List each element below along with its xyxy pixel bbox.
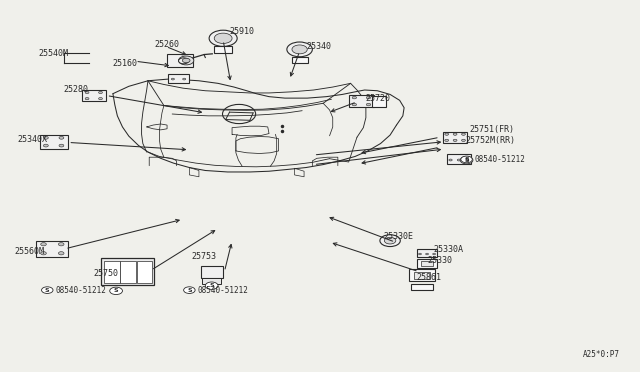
- Circle shape: [85, 97, 89, 100]
- Bar: [200, 266, 223, 278]
- Circle shape: [58, 243, 64, 246]
- Bar: [411, 284, 433, 291]
- Circle shape: [457, 159, 461, 161]
- Circle shape: [460, 157, 473, 164]
- Bar: [409, 269, 435, 281]
- Text: 25861: 25861: [417, 273, 442, 282]
- Circle shape: [205, 282, 218, 289]
- Bar: [168, 74, 189, 83]
- Text: 25750: 25750: [94, 269, 119, 278]
- Circle shape: [44, 144, 48, 147]
- Bar: [349, 95, 374, 108]
- Text: 25560M: 25560M: [14, 247, 44, 256]
- Circle shape: [172, 78, 175, 80]
- Circle shape: [366, 96, 371, 99]
- Text: 08540-51212: 08540-51212: [475, 155, 525, 164]
- Text: 25280: 25280: [64, 85, 89, 94]
- Circle shape: [453, 139, 457, 141]
- Bar: [417, 249, 437, 257]
- Circle shape: [209, 30, 237, 46]
- Bar: [36, 241, 68, 257]
- Text: 08540-51212: 08540-51212: [56, 286, 106, 295]
- Circle shape: [453, 133, 457, 135]
- Text: S: S: [209, 283, 214, 288]
- Text: 08540-51212: 08540-51212: [198, 286, 248, 295]
- Bar: [214, 46, 232, 53]
- Circle shape: [184, 287, 195, 294]
- Circle shape: [179, 58, 189, 64]
- Text: 25752M(RR): 25752M(RR): [465, 137, 515, 145]
- Bar: [104, 260, 120, 283]
- Bar: [414, 272, 429, 279]
- Circle shape: [99, 97, 102, 100]
- Text: 25160: 25160: [113, 59, 138, 68]
- Circle shape: [99, 92, 102, 94]
- Text: S: S: [464, 157, 469, 162]
- Circle shape: [449, 159, 452, 161]
- Circle shape: [380, 235, 400, 247]
- Bar: [417, 259, 436, 268]
- Circle shape: [366, 103, 371, 106]
- Text: 25910: 25910: [230, 27, 255, 36]
- Circle shape: [445, 139, 449, 141]
- Circle shape: [352, 96, 356, 99]
- Bar: [443, 132, 467, 143]
- Circle shape: [426, 253, 428, 255]
- Text: A25*0:P7: A25*0:P7: [582, 350, 620, 359]
- Text: 25330E: 25330E: [384, 232, 413, 241]
- Circle shape: [58, 251, 64, 255]
- Text: 25260: 25260: [154, 41, 179, 49]
- Circle shape: [41, 243, 46, 246]
- Text: 25340: 25340: [306, 42, 331, 51]
- Circle shape: [287, 42, 312, 57]
- Text: 25340X: 25340X: [17, 135, 47, 144]
- Text: 25753: 25753: [191, 252, 216, 262]
- Circle shape: [179, 56, 194, 65]
- Circle shape: [59, 144, 64, 147]
- Text: 25540M: 25540M: [38, 49, 68, 58]
- Bar: [82, 90, 106, 101]
- Bar: [202, 278, 221, 284]
- Circle shape: [385, 237, 396, 244]
- Circle shape: [214, 33, 232, 44]
- Bar: [167, 54, 193, 67]
- Circle shape: [44, 137, 48, 139]
- Text: 25720: 25720: [366, 94, 391, 103]
- Text: S: S: [187, 288, 192, 293]
- Text: 25330: 25330: [427, 256, 452, 265]
- Text: S: S: [45, 288, 49, 293]
- Circle shape: [461, 133, 465, 135]
- Bar: [421, 261, 433, 266]
- Text: S: S: [114, 288, 118, 294]
- Circle shape: [292, 45, 307, 54]
- Bar: [137, 260, 152, 283]
- Circle shape: [461, 156, 472, 163]
- Text: 25330A: 25330A: [433, 245, 463, 254]
- Bar: [101, 259, 154, 285]
- Circle shape: [433, 253, 435, 255]
- Bar: [372, 96, 387, 107]
- Bar: [120, 260, 136, 283]
- Circle shape: [59, 137, 64, 139]
- Circle shape: [182, 58, 190, 62]
- Circle shape: [419, 253, 421, 255]
- Bar: [447, 154, 471, 164]
- Text: 25751(FR): 25751(FR): [470, 125, 515, 134]
- Circle shape: [85, 92, 89, 94]
- Circle shape: [445, 133, 449, 135]
- Circle shape: [109, 287, 122, 295]
- Bar: [292, 57, 308, 62]
- Circle shape: [42, 287, 53, 294]
- Circle shape: [466, 159, 469, 161]
- Circle shape: [461, 139, 465, 141]
- Circle shape: [182, 78, 186, 80]
- Text: S: S: [464, 158, 469, 163]
- Circle shape: [41, 251, 46, 255]
- Circle shape: [352, 103, 356, 106]
- Bar: [40, 135, 68, 149]
